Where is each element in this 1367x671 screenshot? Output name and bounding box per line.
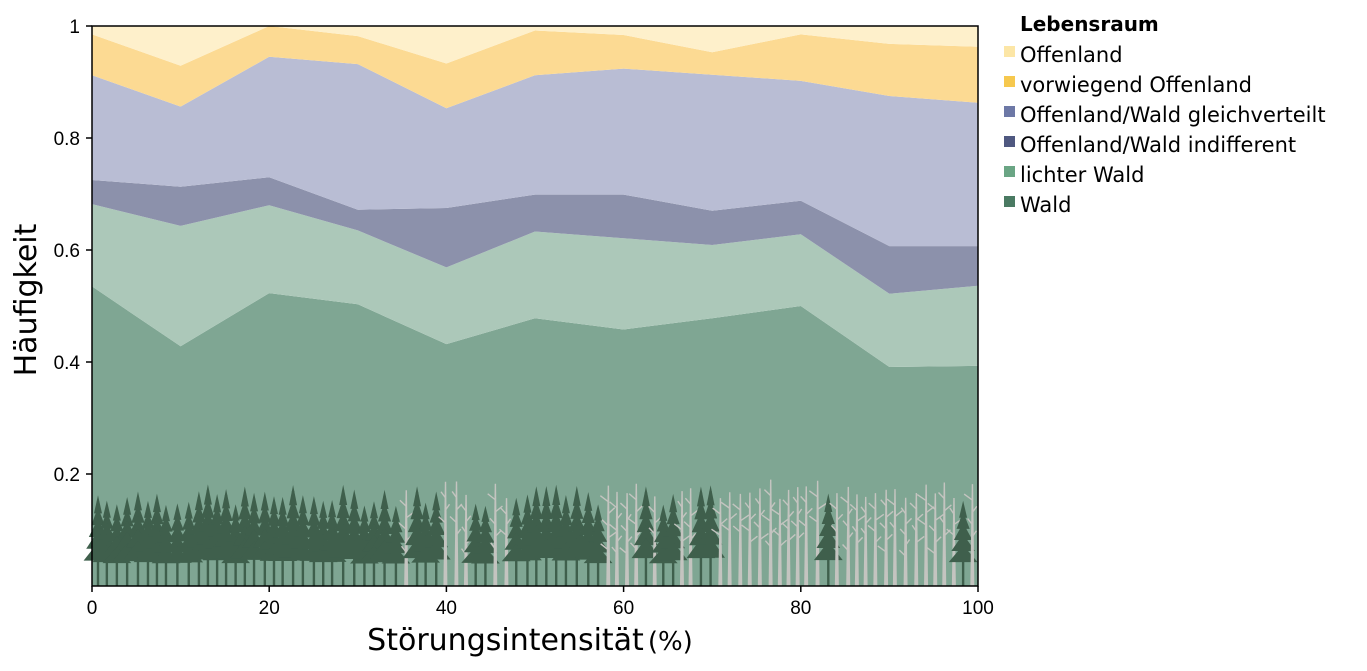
dead-tree (946, 498, 964, 586)
dead-tree (886, 489, 903, 586)
dead-tree (609, 491, 623, 586)
x-tick-label: 100 (962, 598, 994, 619)
conifer-tree (471, 505, 500, 586)
dead-tree (498, 498, 512, 586)
y-tick-label: 0.4 (54, 353, 81, 374)
dead-tree (398, 490, 415, 586)
legend-item-offenland-wald-indifferent: Offenland/Wald indifferent (1004, 133, 1296, 157)
legend-item-vorwiegend-offenland: vorwiegend Offenland (1004, 73, 1252, 97)
dead-tree (798, 486, 813, 586)
area-vorwiegend-offenland (92, 26, 978, 109)
x-tick-label: 40 (436, 598, 457, 619)
area-offenland-wald-gleichverteilt (92, 56, 978, 247)
area-lichter-wald (92, 204, 978, 367)
conifer-tree (696, 485, 725, 586)
dead-tree (829, 493, 844, 586)
conifer-tree (381, 505, 411, 586)
conifer-tree (948, 500, 978, 586)
x-tick-label: 20 (259, 598, 280, 619)
legend-swatch (1004, 166, 1015, 177)
y-tick-label: 0.2 (54, 465, 80, 486)
legend-item-offenland-wald-gleichverteilt: Offenland/Wald gleichverteilt (1004, 103, 1326, 127)
area-offenland (92, 26, 978, 66)
dead-tree (627, 483, 643, 586)
dead-tree (732, 493, 750, 586)
dead-tree (963, 484, 978, 586)
dead-tree (720, 492, 738, 586)
y-axis-title: Häufigkeit (9, 223, 44, 376)
dead-tree (673, 491, 691, 586)
dead-tree (741, 492, 758, 586)
x-axis: 0 20 40 60 80 100 (87, 586, 994, 619)
dead-tree (449, 481, 463, 586)
legend-swatch (1004, 136, 1015, 147)
legend-label: lichter Wald (1020, 163, 1144, 187)
dead-tree (849, 494, 866, 586)
dead-tree (599, 485, 618, 586)
forest-silhouette-icon (83, 479, 978, 586)
dead-tree (898, 497, 913, 586)
x-axis-title: Störungsintensität (%) (367, 623, 693, 658)
legend-swatch (1004, 76, 1015, 87)
dead-tree (790, 487, 805, 586)
dead-tree (926, 493, 944, 586)
legend-item-wald: Wald (1004, 193, 1071, 217)
legend-item-offenland: Offenland (1004, 43, 1123, 67)
dead-tree (770, 498, 789, 586)
legend-swatch (1004, 196, 1015, 207)
dead-tree (840, 486, 854, 586)
y-tick-label: 1 (69, 17, 80, 38)
dead-tree (711, 498, 728, 586)
dead-tree (460, 494, 474, 586)
dead-tree (487, 483, 503, 586)
plot-frame (91, 25, 979, 587)
legend-label: Wald (1020, 193, 1071, 217)
legend-label: vorwiegend Offenland (1020, 73, 1252, 97)
legend-label: Offenland/Wald indifferent (1020, 133, 1296, 157)
x-tick-label: 80 (790, 598, 811, 619)
legend-item-lichter-wald: lichter Wald (1004, 163, 1144, 187)
dead-tree (909, 492, 925, 586)
dead-tree (867, 493, 885, 586)
x-axis-title-text: Störungsintensität (367, 623, 644, 658)
legend-swatch (1004, 46, 1015, 57)
dead-tree (781, 489, 796, 586)
conifer-tree (813, 493, 843, 586)
legend-swatch (1004, 106, 1015, 117)
dead-tree (438, 481, 451, 586)
conifer-tree (250, 491, 280, 586)
legend-label: Offenland/Wald gleichverteilt (1020, 103, 1326, 127)
legend: Lebensraum Offenland vorwiegend Offenland… (1004, 12, 1326, 217)
legend-label: Offenland (1020, 43, 1123, 67)
dead-tree (860, 496, 872, 586)
conifer-tree (583, 504, 613, 586)
dead-tree (619, 493, 633, 586)
y-tick-label: 0.6 (54, 241, 80, 262)
x-tick-label: 0 (87, 598, 98, 619)
conifer-tree (658, 493, 688, 586)
x-tick-label: 60 (613, 598, 634, 619)
area-offenland-wald-indifferent (92, 177, 978, 294)
legend-title: Lebensraum (1020, 12, 1159, 36)
y-tick-label: 0.8 (54, 129, 80, 150)
dead-tree (753, 488, 769, 586)
conifer-tree (631, 486, 661, 586)
y-axis: 0.2 0.4 0.6 0.8 1 (54, 17, 92, 486)
dead-tree (877, 489, 894, 586)
x-axis-title-unit: (%) (648, 627, 693, 657)
dead-tree (683, 488, 699, 586)
